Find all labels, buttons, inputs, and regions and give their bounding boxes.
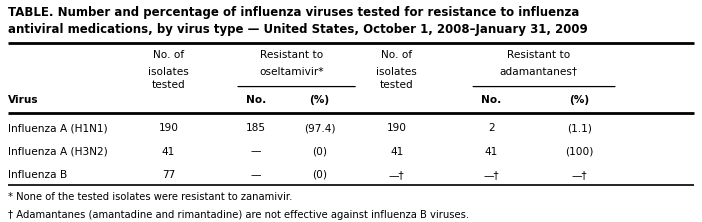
Text: (1.1): (1.1) (567, 123, 592, 133)
Text: (%): (%) (310, 95, 329, 105)
Text: Influenza A (H3N2): Influenza A (H3N2) (8, 147, 108, 157)
Text: TABLE. Number and percentage of influenza viruses tested for resistance to influ: TABLE. Number and percentage of influenz… (8, 6, 580, 19)
Text: —†: —† (484, 170, 499, 180)
Text: —: — (251, 147, 261, 157)
Text: Resistant to: Resistant to (260, 50, 323, 60)
Text: 41: 41 (162, 147, 175, 157)
Text: Virus: Virus (8, 95, 39, 105)
Text: isolates: isolates (148, 67, 189, 77)
Text: isolates: isolates (376, 67, 417, 77)
Text: (%): (%) (569, 95, 589, 105)
Text: 41: 41 (390, 147, 403, 157)
Text: 2: 2 (488, 123, 495, 133)
Text: (0): (0) (312, 147, 327, 157)
Text: —: — (251, 170, 261, 180)
Text: tested: tested (380, 80, 413, 90)
Text: antiviral medications, by virus type — United States, October 1, 2008–January 31: antiviral medications, by virus type — U… (8, 23, 588, 36)
Text: (0): (0) (312, 170, 327, 180)
Text: Influenza B: Influenza B (8, 170, 67, 180)
Text: No. of: No. of (381, 50, 412, 60)
Text: Influenza A (H1N1): Influenza A (H1N1) (8, 123, 108, 133)
Text: (100): (100) (565, 147, 593, 157)
Text: 77: 77 (162, 170, 175, 180)
Text: Resistant to: Resistant to (507, 50, 571, 60)
Text: 41: 41 (485, 147, 498, 157)
Text: No.: No. (482, 95, 501, 105)
Text: (97.4): (97.4) (304, 123, 335, 133)
Text: No. of: No. of (153, 50, 184, 60)
Text: No.: No. (246, 95, 266, 105)
Text: oseltamivir*: oseltamivir* (259, 67, 324, 77)
Text: 190: 190 (159, 123, 178, 133)
Text: —†: —† (389, 170, 404, 180)
Text: tested: tested (152, 80, 185, 90)
Text: 185: 185 (246, 123, 266, 133)
Text: —†: —† (571, 170, 587, 180)
Text: † Adamantanes (amantadine and rimantadine) are not effective against influenza B: † Adamantanes (amantadine and rimantadin… (8, 210, 470, 220)
Text: adamantanes†: adamantanes† (500, 67, 578, 77)
Text: * None of the tested isolates were resistant to zanamivir.: * None of the tested isolates were resis… (8, 192, 293, 202)
Text: 190: 190 (387, 123, 406, 133)
